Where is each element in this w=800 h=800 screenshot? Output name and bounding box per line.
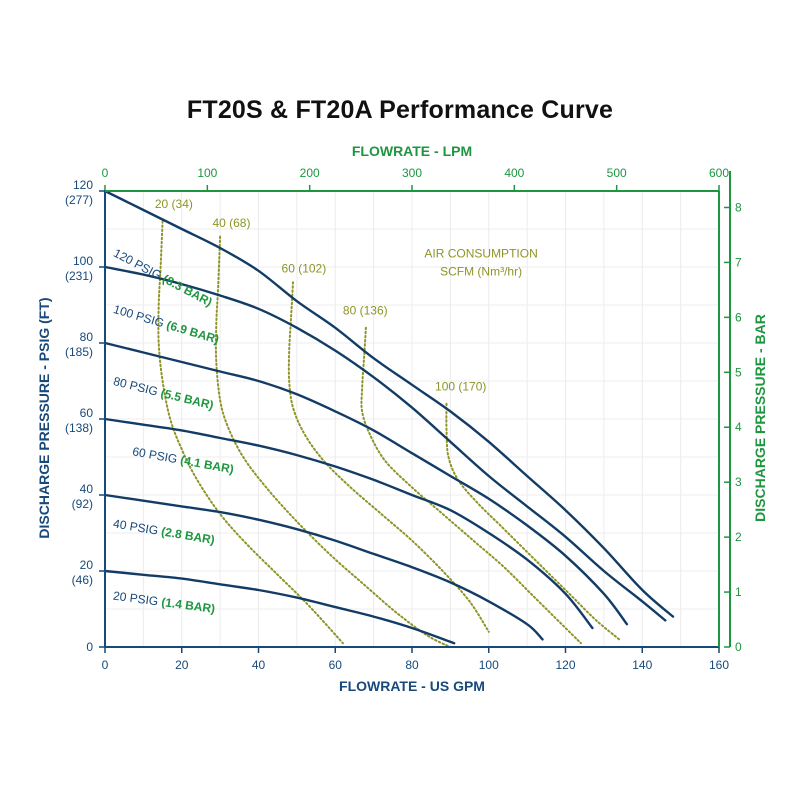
y-tick-label: 60 <box>80 406 94 420</box>
x-tick-label: 120 <box>555 658 575 672</box>
pressure-curve <box>103 265 667 622</box>
x-tick-label: 80 <box>405 658 419 672</box>
x2-tick-label: 200 <box>300 166 320 180</box>
y-tick-label: 20 <box>80 558 94 572</box>
y-tick-label: 40 <box>80 482 94 496</box>
x-tick-label: 140 <box>632 658 652 672</box>
y2-tick-label: 5 <box>735 365 742 379</box>
y2-tick-label: 2 <box>735 530 742 544</box>
chart-title: FT20S & FT20A Performance Curve <box>186 96 614 124</box>
x-tick-label: 100 <box>479 658 499 672</box>
y-axis-title: DISCHARGE PRESSURE - PSIG (FT) <box>36 297 52 538</box>
pressure-curve <box>103 569 456 645</box>
y-tick-sublabel: (231) <box>65 269 93 283</box>
air-consumption-label: 100 (170) <box>435 380 486 394</box>
x2-tick-label: 500 <box>607 166 627 180</box>
x2-tick-label: 100 <box>197 166 217 180</box>
air-consumption-line <box>287 281 490 633</box>
grid-layer <box>105 191 719 647</box>
pressure-curve <box>103 341 629 626</box>
y2-tick-label: 3 <box>735 475 742 489</box>
x2-tick-label: 600 <box>709 166 729 180</box>
air-consumption-line <box>214 235 452 648</box>
air-consumption-line <box>360 326 582 645</box>
y2-tick-label: 8 <box>735 200 742 214</box>
x2-tick-label: 400 <box>504 166 524 180</box>
x-tick-label: 60 <box>329 658 343 672</box>
pressure-curve <box>103 189 675 618</box>
y-tick-label: 0 <box>86 640 93 654</box>
y2-tick-label: 1 <box>735 585 742 599</box>
air-consumption-title: AIR CONSUMPTION <box>424 247 537 261</box>
curve-label-psig: 20 PSIG <box>112 589 162 609</box>
air-consumption-label: 80 (136) <box>343 304 388 318</box>
x-tick-label: 160 <box>709 658 729 672</box>
y2-tick-label: 6 <box>735 310 742 324</box>
x2-tick-label: 0 <box>102 166 109 180</box>
air-consumption-label: 60 (102) <box>282 262 327 276</box>
y2-axis-title: DISCHARGE PRESSURE - BAR <box>752 314 768 522</box>
x-axis-title: FLOWRATE - US GPM <box>339 678 485 694</box>
y-tick-sublabel: (185) <box>65 345 93 359</box>
air-consumption-line <box>157 220 344 645</box>
y2-tick-label: 0 <box>735 640 742 654</box>
pressure-curve-label: 20 PSIG (1.4 BAR) <box>112 589 216 616</box>
y-tick-sublabel: (46) <box>72 573 93 587</box>
y2-tick-label: 7 <box>735 255 742 269</box>
y-tick-sublabel: (92) <box>72 497 93 511</box>
x2-tick-label: 300 <box>402 166 422 180</box>
air-consumption-line <box>445 402 621 641</box>
curve-label-bar: (1.4 BAR) <box>161 595 216 616</box>
x-tick-label: 40 <box>252 658 266 672</box>
y-tick-label: 100 <box>73 254 93 268</box>
y-tick-label: 120 <box>73 178 93 192</box>
x2-axis-title: FLOWRATE - LPM <box>352 143 472 159</box>
air-consumption-label: 40 (68) <box>212 216 250 230</box>
air-consumption-units: SCFM (Nm³/hr) <box>440 265 522 279</box>
pressure-curves-layer <box>103 189 675 645</box>
pressure-curve <box>103 417 594 630</box>
y-tick-sublabel: (277) <box>65 193 93 207</box>
y2-tick-label: 4 <box>735 420 742 434</box>
pressure-curve <box>103 493 544 641</box>
air-consumption-layer <box>157 220 621 648</box>
y-tick-sublabel: (138) <box>65 421 93 435</box>
x-tick-label: 0 <box>102 658 109 672</box>
air-consumption-label: 20 (34) <box>155 197 193 211</box>
x-tick-label: 20 <box>175 658 189 672</box>
y-tick-label: 80 <box>80 330 94 344</box>
